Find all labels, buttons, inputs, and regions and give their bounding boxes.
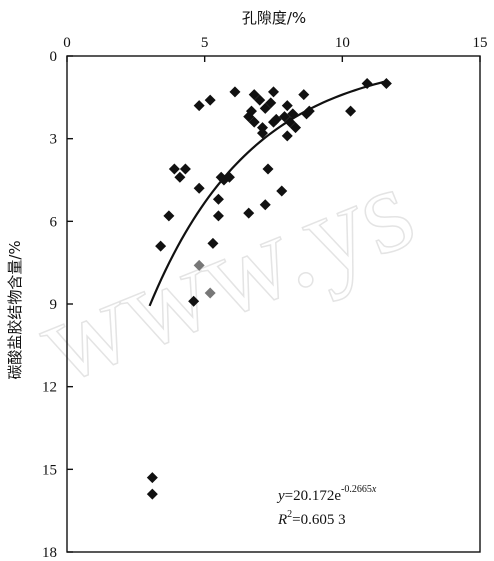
data-point — [248, 89, 260, 101]
data-point — [254, 94, 266, 106]
svg-text:y=20.172e-0.2665x: y=20.172e-0.2665x — [276, 484, 377, 504]
y-tick-label: 3 — [50, 132, 58, 148]
data-point — [174, 171, 186, 183]
data-point — [265, 97, 277, 109]
data-point — [155, 240, 167, 252]
data-point — [380, 78, 392, 90]
y-tick-label: 9 — [50, 297, 58, 313]
data-point — [179, 163, 191, 175]
data-point — [345, 105, 357, 117]
data-point — [262, 163, 274, 175]
data-point — [303, 105, 315, 117]
data-point — [204, 94, 216, 106]
data-point — [279, 111, 291, 123]
svg-text:R2=0.605 3: R2=0.605 3 — [277, 509, 346, 528]
y-tick-label: 6 — [50, 214, 58, 230]
y-axis-title: 碳酸盐胶结物含量/% — [6, 240, 24, 379]
data-point — [281, 100, 293, 112]
y-tick-label: 15 — [42, 462, 57, 478]
data-point — [259, 102, 271, 114]
data-point — [298, 89, 310, 101]
y-tick-label: 0 — [50, 49, 58, 65]
r2-rhs: =0.605 3 — [292, 512, 345, 528]
data-point — [212, 193, 224, 205]
data-point — [270, 113, 282, 125]
data-point — [256, 127, 268, 139]
data-point — [163, 210, 175, 222]
x-tick-label: 15 — [473, 35, 488, 51]
data-point — [245, 105, 257, 117]
data-point — [193, 182, 205, 194]
r2-sup: 2 — [287, 509, 292, 520]
r2-r: R — [277, 512, 287, 528]
fit-curve — [148, 80, 387, 307]
x-axis-ticks: 0 5 10 15 — [63, 35, 488, 62]
y-tick-label: 18 — [42, 545, 57, 561]
data-point — [284, 116, 296, 128]
data-point — [248, 116, 260, 128]
data-point — [287, 108, 299, 120]
x-tick-label: 5 — [201, 35, 209, 51]
data-point — [188, 295, 200, 307]
data-point — [229, 86, 241, 98]
y-tick-label: 12 — [42, 380, 57, 396]
data-point — [276, 185, 288, 197]
data-point — [207, 237, 219, 249]
data-point — [193, 100, 205, 112]
x-tick-label: 0 — [63, 35, 71, 51]
x-axis-title: 孔隙度/% — [242, 9, 306, 27]
data-points — [146, 78, 392, 500]
data-point — [268, 86, 279, 98]
data-point — [361, 78, 373, 90]
x-tick-label: 10 — [335, 35, 350, 51]
data-point — [223, 171, 235, 183]
data-point — [259, 199, 271, 211]
data-point — [256, 122, 268, 134]
eq-exponent: -0.2665x — [341, 484, 377, 495]
y-axis-ticks: 0 3 6 9 12 15 18 — [42, 49, 73, 561]
data-point — [212, 210, 224, 222]
data-point — [243, 207, 255, 219]
eq-y: y — [276, 488, 285, 504]
data-point — [146, 488, 158, 500]
data-point — [168, 163, 180, 175]
data-point — [290, 122, 302, 134]
gray-data-point — [204, 287, 216, 299]
gray-data-point — [193, 259, 205, 271]
fit-equation: y=20.172e-0.2665x R2=0.605 3 — [276, 484, 377, 528]
data-point — [146, 472, 158, 484]
data-point — [281, 130, 293, 142]
eq-rhs: =20.172e — [285, 488, 342, 504]
